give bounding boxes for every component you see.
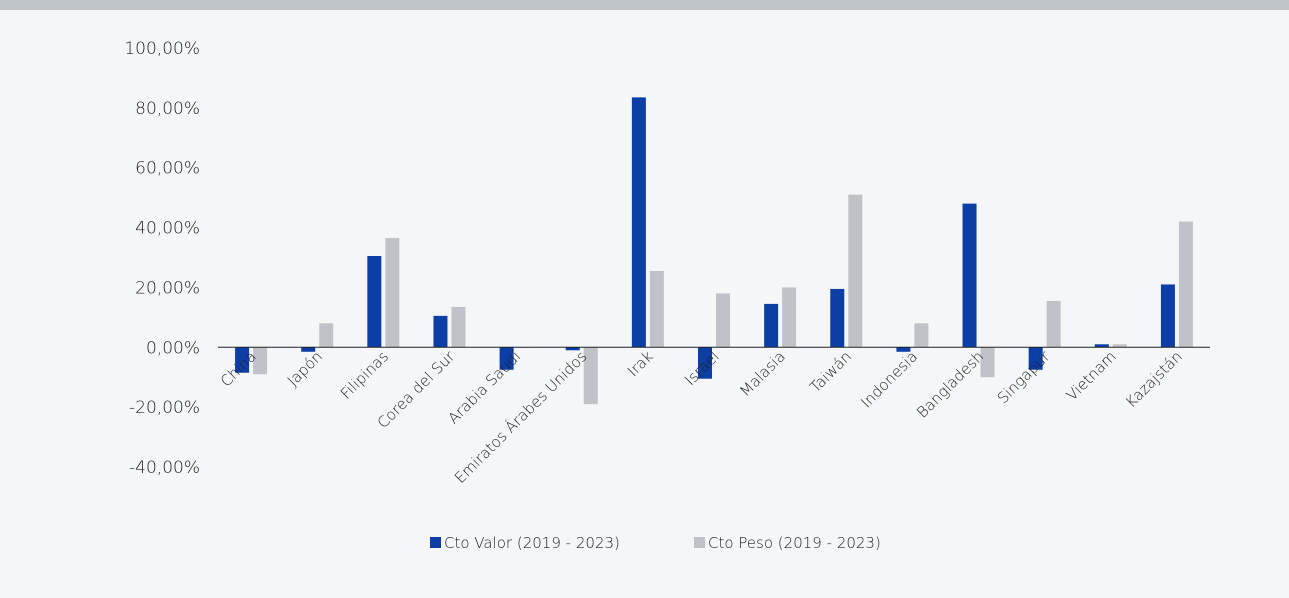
bar-peso (451, 306, 466, 348)
bar-valor (301, 347, 316, 352)
bar-peso (319, 323, 334, 348)
x-category-label: Taiwán (806, 347, 855, 396)
x-category-label: Indonesia (857, 347, 921, 411)
bar-valor (830, 288, 845, 348)
top-bar (0, 0, 1289, 10)
bar-valor (235, 347, 250, 373)
x-category-label: Irak (624, 347, 657, 380)
legend: Cto Valor (2019 - 2023) Cto Peso (2019 - … (430, 534, 881, 552)
bar-valor (565, 347, 580, 351)
x-category-label: Vietnam (1063, 347, 1120, 404)
legend-swatch (430, 537, 441, 548)
bar-valor (499, 347, 514, 370)
x-category-label: Filipinas (337, 347, 392, 402)
bar-valor (896, 347, 911, 352)
bar-peso (583, 347, 598, 405)
y-tick-label: 20,00% (135, 278, 200, 298)
legend-label: Cto Valor (2019 - 2023) (444, 534, 620, 552)
bar-peso (253, 347, 268, 375)
bar-valor (962, 203, 977, 348)
y-tick-label: 60,00% (135, 159, 200, 179)
bar-valor (367, 256, 382, 348)
bar-valor (1028, 347, 1043, 370)
bars (235, 97, 1193, 405)
y-tick-label: 40,00% (135, 219, 200, 239)
bar-peso (385, 238, 400, 348)
y-tick-label: 0,00% (146, 338, 200, 358)
bar-valor (698, 347, 712, 379)
bar-peso (716, 293, 730, 348)
x-category-label: Kazajstán (1122, 347, 1186, 411)
bar-peso (914, 323, 929, 348)
bar-peso (649, 270, 664, 348)
x-category-label: Emiratos Árabes Unidos (450, 347, 590, 487)
x-category-label: Malasia (736, 347, 789, 400)
y-tick-label: -20,00% (129, 398, 200, 418)
bar-valor (764, 303, 779, 348)
bar-valor (1094, 344, 1109, 348)
y-tick-label: -40,00% (129, 458, 200, 478)
y-tick-label: 80,00% (135, 99, 200, 119)
bar-valor (433, 315, 448, 348)
bar-peso (1112, 344, 1127, 348)
y-tick-label: 100,00% (124, 39, 200, 59)
x-category-label: Singapur (994, 347, 1054, 407)
bar-peso (1178, 221, 1193, 348)
x-category-label: Bangladesh (913, 347, 987, 421)
bar-peso (782, 287, 797, 348)
bar-peso (980, 347, 995, 378)
x-category-label: Japón (284, 347, 326, 389)
bar-valor (631, 97, 646, 348)
legend-label: Cto Peso (2019 - 2023) (708, 534, 881, 552)
y-axis-labels: 100,00% 80,00% 60,00% 40,00% 20,00% 0,00% -20,… (124, 39, 200, 478)
bar-peso (1046, 300, 1061, 348)
legend-swatch (694, 537, 705, 548)
bar-valor (1160, 284, 1175, 348)
bar-peso (848, 194, 863, 348)
